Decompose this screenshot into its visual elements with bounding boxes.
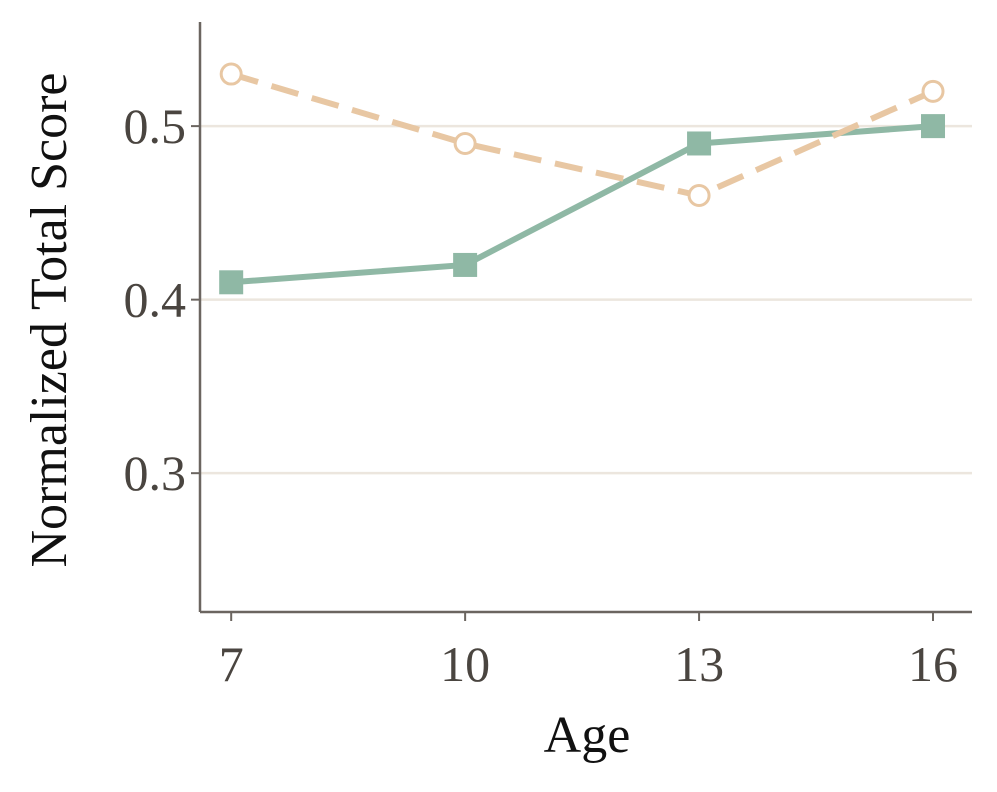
axes xyxy=(191,22,972,621)
series-2-point xyxy=(453,131,477,155)
series-1-point xyxy=(219,270,244,295)
grid-lines xyxy=(200,124,972,475)
series-1-point xyxy=(687,131,712,156)
series-2-point xyxy=(687,184,711,208)
x-tick-label: 13 xyxy=(674,636,724,692)
series-layer xyxy=(219,62,946,295)
x-tick-label: 10 xyxy=(440,636,490,692)
y-tick-label: 0.5 xyxy=(124,98,187,154)
x-tick-label: 16 xyxy=(908,636,958,692)
series-1-point xyxy=(921,114,946,139)
y-tick-label: 0.4 xyxy=(124,272,187,328)
x-tick-label: 7 xyxy=(219,636,244,692)
series-2-line xyxy=(230,71,935,199)
series-2-point xyxy=(219,62,243,86)
series-1-line xyxy=(230,123,934,286)
y-tick-label: 0.3 xyxy=(124,445,187,501)
y-axis-title: Normalized Total Score xyxy=(21,72,78,567)
series-2-point xyxy=(921,79,945,103)
tick-labels: 0.3 0.4 0.5 7 10 13 16 xyxy=(124,98,959,692)
x-axis-title: Age xyxy=(544,707,631,764)
series-1-point xyxy=(453,252,478,277)
